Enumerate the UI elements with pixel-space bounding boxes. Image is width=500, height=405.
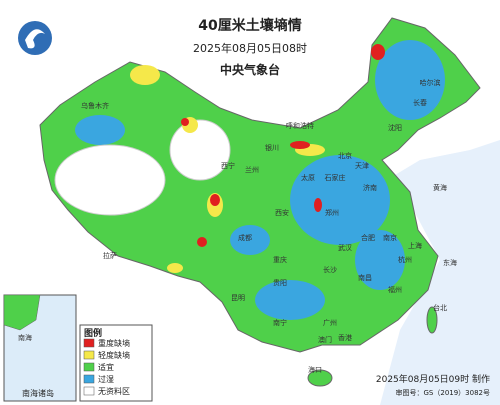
map-label: 西安 [275,208,289,217]
map-label: 昆明 [231,294,245,302]
severe-dry-patch [290,141,310,149]
dry-patch [167,263,183,273]
map-label: 杭州 [398,255,412,264]
severe-dry-patch [314,198,322,212]
legend-swatch [83,350,95,360]
map-label: 合肥 [361,233,375,242]
map-label: 东海 [443,258,457,267]
map-label: 沈阳 [388,123,402,132]
legend-label: 轻度缺墒 [98,350,130,360]
moisture-patches [54,40,445,320]
map-label: 长沙 [323,265,337,274]
map-label: 福州 [388,285,402,294]
map-label: 广州 [323,318,337,327]
wet-patch [255,280,325,320]
wet-patch [290,155,390,245]
inset-land [3,294,41,331]
severe-dry-patch [197,237,207,247]
logo-swirl [25,29,45,49]
wet-patch [375,40,445,120]
map-label: 贵阳 [273,278,287,287]
map-label: 天津 [355,162,369,170]
legend-title: 图例 [84,327,102,339]
dry-patch [130,65,160,85]
title: 40厘米土壤墒情 [198,17,301,34]
map-label: 哈尔滨 [420,78,441,87]
map-label: 银川 [265,143,279,152]
legend-swatch [83,374,95,384]
map-label: 拉萨 [103,251,117,260]
map-label: 香港 [338,333,352,342]
map-label: 西宁 [221,161,235,170]
sea [380,140,500,405]
no-data-patch [169,119,231,181]
map-label: 台北 [433,303,447,312]
map-label: 上海 [408,241,422,250]
hainan [307,369,333,387]
legend-label: 重度缺墒 [98,338,130,348]
date: 2025年08月05日08时 [193,41,307,55]
wet-patch [230,225,270,255]
map-label: 乌鲁木齐 [81,101,109,110]
map-label: 重庆 [273,255,287,264]
map-label: 南京 [383,233,397,242]
map-label: 南昌 [358,273,372,282]
map-label: 武汉 [338,243,352,252]
no-data-patch [54,144,166,216]
map-label: 海口 [308,365,322,374]
map-label: 黄海 [433,183,447,192]
map-label: 太原 [301,173,315,182]
severe-dry-patch [371,44,385,60]
legend-swatch [83,338,95,348]
footer-approval: 审图号：GS（2019）3082号 [396,388,491,397]
severe-dry-patch [181,118,189,126]
map-label: 长春 [413,98,427,107]
legend-label: 过湿 [98,374,114,384]
taiwan [426,306,438,334]
legend-label: 适宜 [98,362,114,372]
legend-swatch [83,362,95,372]
map-label: 呼和浩特 [286,121,314,130]
legend-swatch [83,386,95,396]
wet-patch [355,230,405,290]
map-label: 济南 [363,183,377,192]
map-label: 南宁 [273,318,287,327]
footer-made: 2025年08月05日09时 制作 [376,373,490,385]
map-label: 澳门 [318,335,332,344]
map-label: 郑州 [325,209,339,217]
agency: 中央气象台 [220,62,280,77]
inset-label: 南海诸岛 [22,388,54,398]
map-label: 北京 [338,151,352,160]
wet-patch [75,115,125,145]
map-label: 南海 [18,333,32,342]
severe-dry-patch [210,194,220,206]
logo [18,21,52,55]
map-label: 石家庄 [325,173,346,182]
legend-label: 无资料区 [98,386,130,396]
map-label: 成都 [238,233,252,242]
map-label: 兰州 [245,165,259,174]
